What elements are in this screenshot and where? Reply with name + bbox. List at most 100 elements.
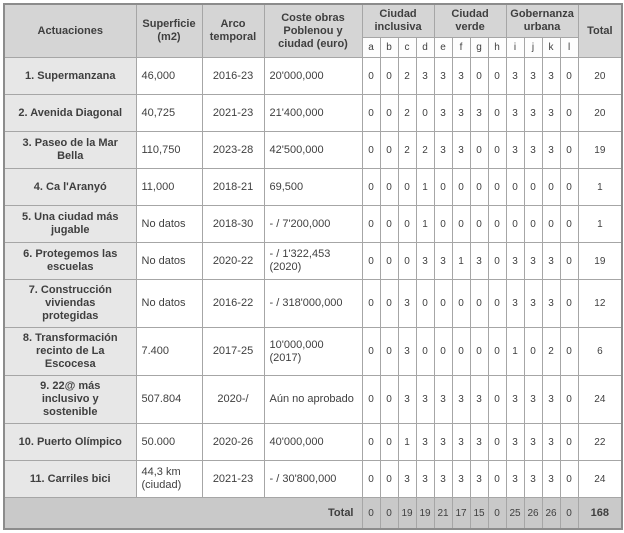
score-cell: 0 (379, 327, 399, 376)
score-cell: 3 (415, 242, 435, 280)
score-cell: 3 (397, 327, 417, 376)
letter-col-header: h (487, 37, 507, 58)
arco-temporal-cell: 2020-/ (201, 375, 265, 424)
col-header-superficie: Superficie (m2) (135, 3, 203, 58)
superficie-cell: No datos (135, 205, 203, 243)
score-cell: 1 (505, 327, 525, 376)
letter-col-header: e (433, 37, 453, 58)
table-body: 1. Supermanzana 46,000 2016-23 20'000,000 0 0… (3, 57, 623, 498)
score-cell: 0 (559, 131, 579, 169)
letter-col-header: d (415, 37, 435, 58)
score-cell: 0 (559, 57, 579, 95)
row-name-cell: 6. Protegemos las escuelas (3, 242, 137, 280)
score-cell: 3 (451, 131, 471, 169)
score-cell: 0 (487, 460, 507, 498)
score-cell: 0 (487, 205, 507, 243)
letter-col-header: g (469, 37, 489, 58)
score-cell: 3 (433, 131, 453, 169)
score-cell: 0 (559, 460, 579, 498)
col-group-gobernanza-urbana: Gobernanza urbana (505, 3, 579, 38)
score-cell: 3 (469, 423, 489, 461)
col-header-total: Total (577, 3, 623, 58)
score-cell: 0 (415, 94, 435, 132)
coste-cell: 69,500 (263, 168, 363, 206)
column-total-cell: 15 (469, 497, 489, 530)
score-cell: 0 (379, 242, 399, 280)
row-name-cell: 2. Avenida Diagonal (3, 94, 137, 132)
score-cell: 0 (505, 205, 525, 243)
row-total-cell: 22 (577, 423, 623, 461)
score-cell: 0 (451, 279, 471, 328)
letter-col-header: c (397, 37, 417, 58)
superficie-cell: 44,3 km (ciudad) (135, 460, 203, 498)
column-total-cell: 21 (433, 497, 453, 530)
group-header-row: Actuaciones Superficie (m2) Arco tempora… (3, 3, 623, 58)
score-cell: 3 (541, 460, 561, 498)
arco-temporal-cell: 2018-21 (201, 168, 265, 206)
score-cell: 3 (505, 460, 525, 498)
score-cell: 3 (415, 460, 435, 498)
score-cell: 3 (469, 242, 489, 280)
score-cell: 0 (361, 205, 381, 243)
score-cell: 0 (469, 168, 489, 206)
superficie-cell: 7.400 (135, 327, 203, 376)
superficie-cell: 507.804 (135, 375, 203, 424)
table-row: 8. Transformación recinto de La Escocesa… (3, 327, 623, 376)
score-cell: 0 (451, 327, 471, 376)
row-name-cell: 10. Puerto Olímpico (3, 423, 137, 461)
arco-temporal-cell: 2020-26 (201, 423, 265, 461)
score-cell: 0 (361, 279, 381, 328)
score-cell: 3 (451, 94, 471, 132)
row-name-cell: 5. Una ciudad más jugable (3, 205, 137, 243)
score-cell: 3 (397, 460, 417, 498)
row-total-cell: 1 (577, 168, 623, 206)
score-cell: 3 (523, 423, 543, 461)
score-cell: 0 (469, 205, 489, 243)
score-cell: 3 (541, 57, 561, 95)
score-cell: 1 (415, 168, 435, 206)
row-total-cell: 6 (577, 327, 623, 376)
table-row: 6. Protegemos las escuelas No datos 2020-2… (3, 242, 623, 280)
score-cell: 0 (559, 94, 579, 132)
score-cell: 0 (433, 168, 453, 206)
score-cell: 0 (379, 57, 399, 95)
score-cell: 0 (523, 327, 543, 376)
arco-temporal-cell: 2021-23 (201, 94, 265, 132)
coste-cell: Aún no aprobado (263, 375, 363, 424)
score-cell: 0 (361, 242, 381, 280)
score-cell: 3 (433, 242, 453, 280)
score-cell: 0 (433, 279, 453, 328)
row-total-cell: 19 (577, 242, 623, 280)
superficie-cell: 40,725 (135, 94, 203, 132)
arco-temporal-cell: 2021-23 (201, 460, 265, 498)
score-cell: 0 (397, 242, 417, 280)
score-cell: 0 (487, 375, 507, 424)
score-cell: 0 (469, 327, 489, 376)
score-cell: 3 (523, 94, 543, 132)
grand-total-cell: 168 (577, 497, 623, 530)
row-name-cell: 3. Paseo de la Mar Bella (3, 131, 137, 169)
coste-cell: - / 30'800,000 (263, 460, 363, 498)
score-cell: 3 (415, 375, 435, 424)
row-total-cell: 1 (577, 205, 623, 243)
score-cell: 3 (433, 375, 453, 424)
score-cell: 3 (415, 423, 435, 461)
row-total-cell: 20 (577, 94, 623, 132)
score-cell: 0 (541, 168, 561, 206)
score-cell: 0 (361, 423, 381, 461)
score-cell: 1 (415, 205, 435, 243)
coste-cell: 42'500,000 (263, 131, 363, 169)
superficie-cell: 50.000 (135, 423, 203, 461)
score-cell: 3 (541, 131, 561, 169)
letter-col-header: l (559, 37, 579, 58)
row-total-cell: 12 (577, 279, 623, 328)
score-cell: 0 (379, 168, 399, 206)
arco-temporal-cell: 2016-23 (201, 57, 265, 95)
superficie-cell: 11,000 (135, 168, 203, 206)
score-cell: 0 (487, 242, 507, 280)
row-name-cell: 8. Transformación recinto de La Escocesa (3, 327, 137, 376)
coste-cell: 20'000,000 (263, 57, 363, 95)
score-cell: 0 (487, 131, 507, 169)
table-row: 1. Supermanzana 46,000 2016-23 20'000,000 0 0… (3, 57, 623, 95)
score-cell: 0 (541, 205, 561, 243)
